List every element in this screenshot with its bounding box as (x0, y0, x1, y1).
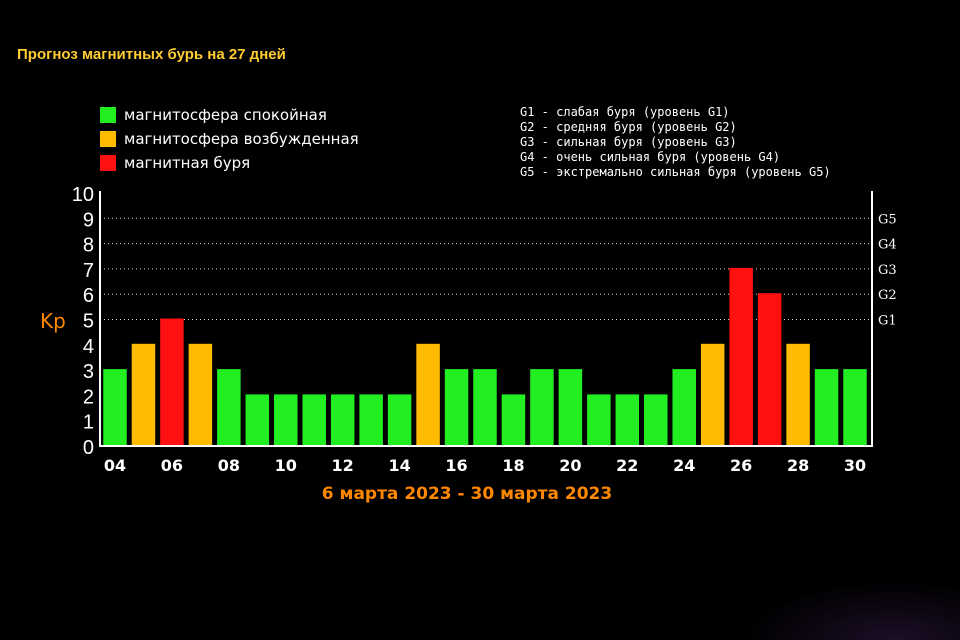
bar-day-16 (444, 369, 469, 446)
x-tick-label-28: 28 (787, 456, 809, 475)
y-tick-label-3: 3 (83, 361, 94, 383)
right-axis-label-g5: G5 (878, 212, 897, 227)
right-axis-label-g1: G1 (878, 314, 897, 329)
storm-level-g3: G3 - сильная буря (уровень G3) (520, 135, 737, 149)
x-tick-label-08: 08 (218, 456, 240, 475)
x-tick-label-26: 26 (730, 456, 752, 475)
right-axis-label-g4: G4 (878, 238, 897, 253)
bar-day-14 (387, 394, 412, 446)
color-legend: магнитосфера спокойная магнитосфера возб… (100, 103, 359, 175)
y-tick-label-6: 6 (83, 285, 94, 307)
y-tick-label-0: 0 (83, 437, 94, 459)
bar-day-17 (473, 369, 497, 446)
y-tick-label-4: 4 (83, 336, 94, 358)
bar-day-21 (587, 394, 611, 446)
legend-swatch-storm (100, 155, 116, 171)
bar-day-29 (814, 369, 839, 446)
x-tick-label-10: 10 (275, 456, 297, 475)
bar-day-24 (672, 369, 696, 446)
x-tick-label-20: 20 (559, 456, 581, 475)
bar-day-18 (501, 394, 526, 446)
bar-day-30 (843, 369, 867, 446)
bar-day-11 (302, 394, 326, 446)
legend-item-excited: магнитосфера возбужденная (100, 127, 359, 151)
bar-day-23 (644, 394, 668, 446)
legend-swatch-excited (100, 131, 116, 147)
legend-swatch-quiet (100, 107, 116, 123)
y-axis-label: Kp (40, 309, 66, 333)
bar-day-22 (615, 394, 640, 446)
x-tick-label-14: 14 (388, 456, 410, 475)
bar-day-13 (359, 394, 383, 446)
bar-day-8 (217, 369, 241, 446)
y-tick-label-1: 1 (83, 412, 94, 434)
y-tick-label-2: 2 (83, 386, 94, 408)
bar-day-9 (245, 394, 270, 446)
x-tick-label-18: 18 (502, 456, 524, 475)
right-axis-label-g2: G2 (878, 288, 897, 303)
bar-day-5 (131, 343, 156, 446)
storm-level-g1: G1 - слабая буря (уровень G1) (520, 105, 730, 119)
legend-label-quiet: магнитосфера спокойная (124, 106, 327, 124)
bar-day-4 (103, 369, 127, 446)
storm-level-g4: G4 - очень сильная буря (уровень G4) (520, 150, 781, 164)
storm-level-g5: G5 - экстремально сильная буря (уровень … (520, 165, 831, 179)
bar-day-12 (330, 394, 355, 446)
bar-day-10 (274, 394, 298, 446)
y-tick-label-5: 5 (83, 311, 94, 333)
bar-day-7 (188, 343, 213, 446)
page-title: Прогноз магнитных бурь на 27 дней (17, 46, 286, 63)
bar-day-26 (729, 267, 753, 446)
x-tick-label-24: 24 (673, 456, 695, 475)
date-range: 6 марта 2023 - 30 марта 2023 (0, 484, 960, 504)
bar-day-19 (530, 369, 554, 446)
legend-item-quiet: магнитосфера спокойная (100, 103, 359, 127)
legend-item-storm: магнитная буря (100, 151, 359, 175)
x-tick-label-16: 16 (445, 456, 467, 475)
y-tick-label-9: 9 (83, 209, 94, 231)
storm-level-g2: G2 - средняя буря (уровень G2) (520, 120, 737, 134)
x-tick-label-12: 12 (332, 456, 354, 475)
x-tick-label-04: 04 (104, 456, 126, 475)
bar-day-6 (160, 318, 184, 446)
x-tick-label-06: 06 (161, 456, 183, 475)
legend-label-excited: магнитосфера возбужденная (124, 130, 359, 148)
bar-day-27 (757, 293, 782, 446)
x-tick-label-30: 30 (844, 456, 866, 475)
y-tick-label-7: 7 (83, 260, 94, 282)
bar-day-25 (700, 343, 725, 446)
bar-day-20 (558, 369, 583, 446)
date-range-label: 6 марта 2023 - 30 марта 2023 (321, 484, 613, 504)
storm-level-legend: G1 - слабая буря (уровень G1) G2 - средн… (520, 105, 831, 180)
x-tick-label-22: 22 (616, 456, 638, 475)
y-tick-label-8: 8 (83, 235, 94, 257)
legend-label-storm: магнитная буря (124, 154, 251, 172)
y-tick-label-10: 10 (72, 184, 94, 206)
right-axis-label-g3: G3 (878, 263, 897, 278)
bar-day-28 (786, 343, 810, 446)
background-glow (740, 580, 960, 640)
bar-day-15 (416, 343, 440, 446)
